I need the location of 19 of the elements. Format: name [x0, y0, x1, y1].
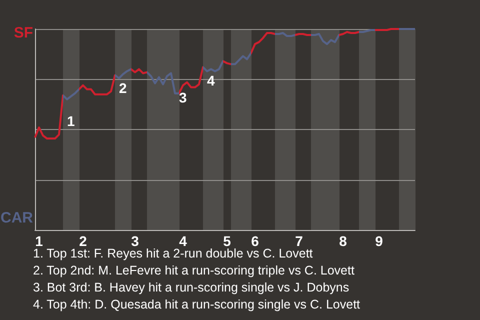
text: 4. Top 4th: D. Quesada hit a run-scoring single vs C. Lovett [33, 298, 361, 312]
text: 2. Top 2nd: M. LeFevre hit a run-scoring triple vs C. Lovett [33, 264, 355, 278]
x-tick-label: 3 [131, 233, 140, 249]
annotation: 4 [207, 72, 215, 89]
text: 1. Top 1st: F. Reyes hit a 2-run double vs C. Lovett [33, 246, 314, 260]
x-tick-label: 1 [35, 233, 44, 249]
x-tick-label: 6 [251, 233, 260, 249]
text: SF [14, 24, 33, 42]
x-tick-label: 5 [223, 233, 232, 249]
x-tick-label: 9 [375, 233, 384, 249]
annotation: 2 [119, 80, 127, 96]
text: 3. Bot 3rd: B. Havey hit a run-scoring single vs J. Dobyns [33, 280, 350, 294]
x-tick-label: 7 [295, 233, 304, 249]
annotation: 3 [179, 89, 187, 106]
x-tick-label: 8 [339, 233, 348, 249]
annotation: 1 [67, 112, 75, 129]
x-tick-label: 4 [179, 233, 188, 249]
text: CAR [0, 210, 34, 226]
x-tick-label: 2 [79, 233, 88, 249]
